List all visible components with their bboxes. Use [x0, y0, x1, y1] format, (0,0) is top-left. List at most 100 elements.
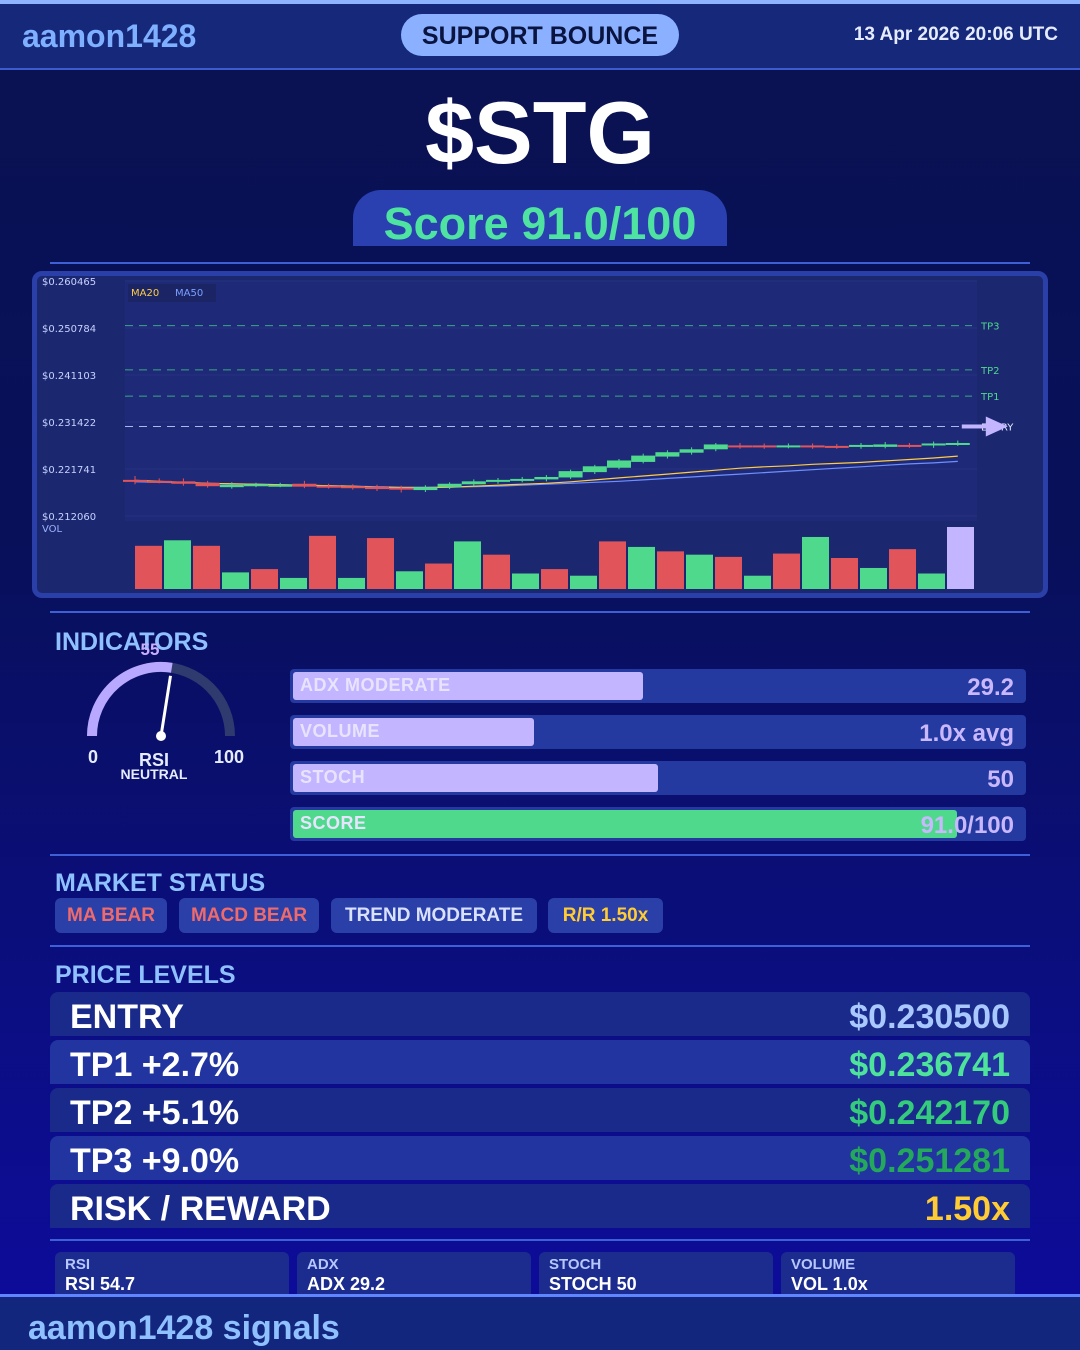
price-row-tp3: TP3 +9.0% $0.251281 [50, 1136, 1030, 1180]
candle-body [219, 484, 244, 488]
price-row-label: RISK / REWARD [70, 1190, 331, 1228]
divider [50, 854, 1030, 856]
volume-bar [512, 573, 539, 589]
indicator-label: SCORE [300, 813, 367, 833]
score-pill: Score 91.0/100 [353, 190, 727, 246]
volume-bar [193, 545, 220, 589]
volume-bar [309, 535, 336, 589]
indicator-bar-adx: ADX MODERATE 29.2 [290, 669, 1026, 703]
indicator-value: 50 [987, 766, 1014, 793]
footer-bar: aamon1428 signals [0, 1294, 1080, 1350]
volume-bar [338, 577, 365, 589]
volume-bar [483, 554, 510, 589]
indicator-bar-score: SCORE 91.0/100 [290, 807, 1026, 841]
gauge-track [87, 662, 235, 737]
ma20-line [134, 455, 958, 489]
market-status-title: MARKET STATUS [55, 869, 266, 897]
candle-body [316, 485, 341, 488]
legend-ma50: MA50 [175, 288, 203, 299]
price-row-tp2: TP2 +5.1% $0.242170 [50, 1088, 1030, 1132]
indicator-label: STOCH [300, 767, 366, 787]
indicator-fill [293, 672, 644, 700]
price-row-value: $0.236741 [849, 1046, 1010, 1084]
candle-body [873, 444, 898, 447]
y-tick-label: $0.212060 [42, 512, 96, 523]
divider [50, 1239, 1030, 1241]
stat-card-volume: VOLUME VOL 1.0x [781, 1252, 1015, 1296]
stat-card-rsi: RSI RSI 54.7 [55, 1252, 289, 1296]
gauge-state: NEUTRAL [120, 766, 188, 782]
candle-body [437, 483, 462, 488]
volume-bar [367, 538, 394, 589]
volume-bar [773, 553, 800, 589]
price-chart: MA20 MA50 VOL $0.260465 $0.250784 $0.24110… [32, 271, 1048, 598]
indicator-fill [293, 718, 534, 746]
candle-body [824, 445, 849, 448]
candle-body [897, 444, 922, 447]
volume-bar [396, 571, 423, 589]
volume-bar [686, 554, 713, 589]
stat-card-adx: ADX ADX 29.2 [297, 1252, 531, 1296]
candle-body [582, 466, 607, 473]
chart-canvas: MA20 MA50 VOL $0.260465 $0.250784 $0.24110… [42, 277, 1014, 589]
gauge-pivot [156, 731, 166, 741]
indicator-value: 91.0/100 [920, 812, 1014, 839]
volume-bar [947, 527, 974, 589]
status-chip-rr: R/R 1.50x [548, 898, 663, 933]
candle-body [800, 445, 825, 448]
candle-body [244, 484, 268, 487]
price-row-value: 1.50x [924, 1190, 1010, 1228]
indicator-label: ADX MODERATE [300, 675, 451, 695]
level-label-tp2: TP2 [980, 366, 1000, 377]
footer-brand: aamon1428 signals [28, 1309, 340, 1347]
brand-name: aamon1428 [22, 18, 197, 54]
candle-body [703, 444, 728, 450]
score-label: Score 91.0/100 [383, 198, 697, 246]
candle-body [945, 442, 970, 445]
indicator-value: 1.0x avg [919, 720, 1014, 747]
rsi-gauge [87, 661, 235, 741]
stat-key: ADX [307, 1256, 339, 1273]
gauge-label: RSI [138, 750, 169, 770]
volume-bar [889, 549, 916, 589]
header-bar: aamon1428 SUPPORT BOUNCE 13 Apr 2026 20:… [0, 4, 1080, 70]
gauge-needle [159, 675, 172, 737]
status-chip-macd: MACD BEAR [179, 898, 319, 933]
y-tick-label: $0.231422 [42, 418, 96, 429]
candle-body [461, 481, 486, 485]
price-row-value: $0.230500 [849, 998, 1010, 1036]
signal-type-badge: SUPPORT BOUNCE [401, 14, 679, 56]
y-tick-label: $0.241103 [42, 371, 96, 382]
status-chip-ma: MA BEAR [55, 898, 167, 933]
price-row-label: TP1 +2.7% [70, 1046, 240, 1084]
candle-body [195, 482, 220, 487]
stat-key: STOCH [549, 1256, 602, 1273]
volume-bar [715, 556, 742, 589]
chart-plot-area [125, 281, 977, 521]
indicators-title: INDICATORS [55, 628, 209, 656]
volume-bar [280, 577, 307, 589]
y-tick-label: $0.221741 [42, 465, 96, 476]
candle-body [849, 444, 873, 447]
price-row-label: ENTRY [70, 998, 184, 1036]
y-tick-label: $0.250784 [42, 324, 96, 335]
candle-body [486, 479, 510, 482]
candle-body [607, 460, 631, 468]
indicator-value: 29.2 [967, 674, 1014, 701]
indicator-fill [293, 810, 958, 838]
stat-key: RSI [65, 1256, 91, 1273]
stat-value: STOCH 50 [549, 1274, 637, 1294]
entry-arrow-tail [961, 424, 988, 429]
candle-body [921, 443, 946, 446]
volume-bar [425, 563, 452, 589]
gauge-min: 0 [88, 747, 99, 767]
price-row-value: $0.251281 [849, 1142, 1010, 1180]
candle-body [365, 486, 389, 490]
volume-bar [744, 575, 771, 589]
volume-bar [164, 540, 191, 589]
divider [50, 611, 1030, 613]
level-label-tp3: TP3 [980, 322, 1000, 333]
candle-body [510, 478, 535, 481]
volume-bar [831, 558, 858, 589]
price-row-value: $0.242170 [849, 1094, 1010, 1132]
